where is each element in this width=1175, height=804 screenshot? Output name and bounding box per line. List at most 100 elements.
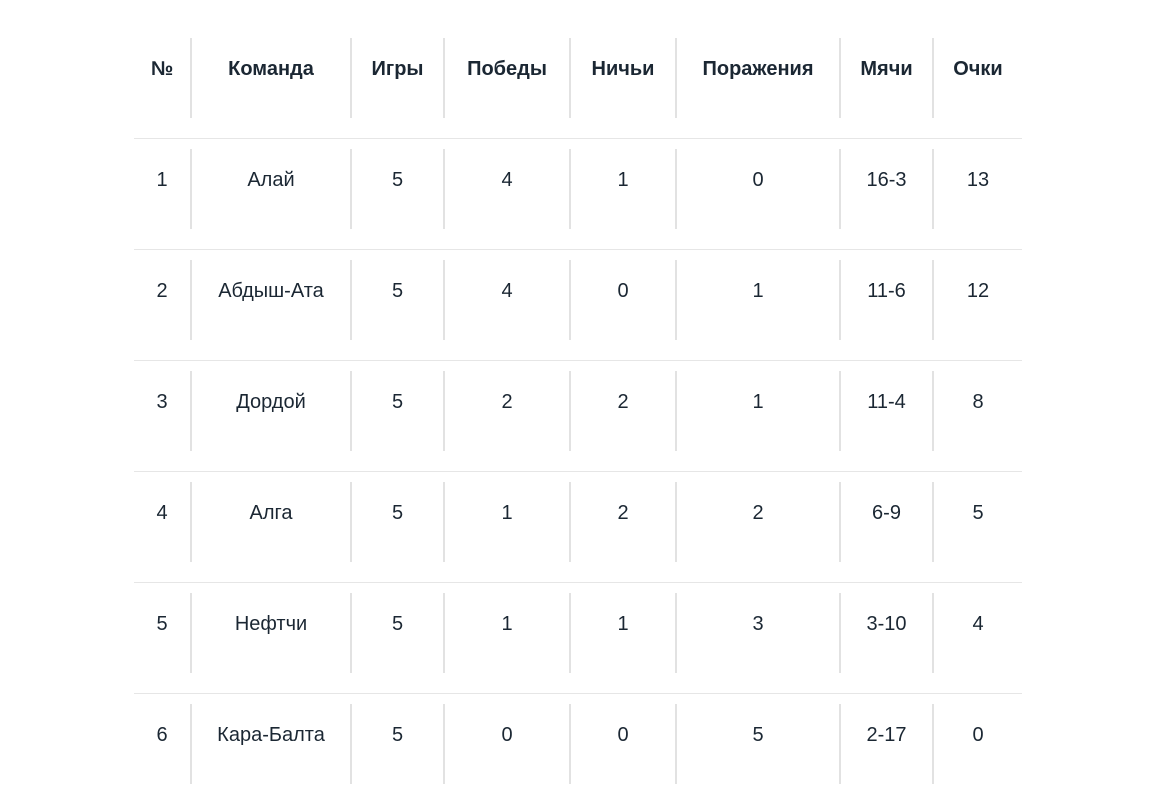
table-row: 3 Дордой 5 2 2 1 11-4 8 (134, 360, 1022, 471)
cell-value-games: 5 (350, 371, 443, 451)
cell-value-position: 3 (156, 391, 168, 413)
header-losses: Поражения (675, 28, 839, 138)
cell-value-team: Алга (190, 482, 350, 562)
header-team: Команда (190, 28, 350, 138)
cell-value-games: 5 (350, 482, 443, 562)
cell-team: Абдыш-Ата (190, 250, 350, 360)
header-label-team: Команда (190, 38, 350, 118)
cell-value-points: 0 (932, 704, 1022, 784)
cell-value-team: Алай (190, 149, 350, 229)
cell-value-wins: 0 (443, 704, 569, 784)
cell-position: 2 (134, 250, 190, 360)
cell-value-games: 5 (350, 593, 443, 673)
cell-points: 12 (932, 250, 1022, 360)
cell-value-losses: 1 (675, 260, 839, 340)
cell-points: 4 (932, 583, 1022, 693)
cell-losses: 1 (675, 361, 839, 471)
cell-value-position: 4 (156, 502, 168, 524)
header-label-position: № (150, 58, 174, 80)
header-position: № (134, 28, 190, 138)
cell-value-draws: 2 (569, 482, 675, 562)
cell-value-points: 8 (932, 371, 1022, 451)
cell-value-draws: 0 (569, 260, 675, 340)
cell-value-goals: 6-9 (839, 482, 932, 562)
cell-value-losses: 2 (675, 482, 839, 562)
cell-value-goals: 16-3 (839, 149, 932, 229)
cell-goals: 11-6 (839, 250, 932, 360)
cell-value-losses: 0 (675, 149, 839, 229)
cell-value-position: 1 (156, 169, 168, 191)
cell-value-wins: 4 (443, 260, 569, 340)
cell-position: 6 (134, 694, 190, 804)
cell-losses: 0 (675, 139, 839, 249)
cell-points: 13 (932, 139, 1022, 249)
cell-value-points: 12 (932, 260, 1022, 340)
cell-value-games: 5 (350, 149, 443, 229)
cell-value-goals: 11-4 (839, 371, 932, 451)
cell-draws: 2 (569, 472, 675, 582)
cell-value-goals: 2-17 (839, 704, 932, 784)
cell-team: Кара-Балта (190, 694, 350, 804)
cell-losses: 3 (675, 583, 839, 693)
cell-goals: 3-10 (839, 583, 932, 693)
cell-wins: 2 (443, 361, 569, 471)
cell-goals: 11-4 (839, 361, 932, 471)
cell-games: 5 (350, 139, 443, 249)
cell-value-goals: 11-6 (839, 260, 932, 340)
cell-goals: 16-3 (839, 139, 932, 249)
cell-wins: 0 (443, 694, 569, 804)
cell-value-wins: 4 (443, 149, 569, 229)
cell-value-position: 5 (156, 613, 168, 635)
cell-value-draws: 0 (569, 704, 675, 784)
cell-value-goals: 3-10 (839, 593, 932, 673)
cell-points: 8 (932, 361, 1022, 471)
cell-losses: 5 (675, 694, 839, 804)
cell-value-wins: 2 (443, 371, 569, 451)
cell-games: 5 (350, 694, 443, 804)
table-row: 1 Алай 5 4 1 0 16-3 13 (134, 138, 1022, 249)
table-row: 5 Нефтчи 5 1 1 3 3-10 4 (134, 582, 1022, 693)
cell-team: Нефтчи (190, 583, 350, 693)
cell-value-losses: 3 (675, 593, 839, 673)
cell-games: 5 (350, 250, 443, 360)
header-wins: Победы (443, 28, 569, 138)
cell-value-position: 2 (156, 280, 168, 302)
header-points: Очки (932, 28, 1022, 138)
table-row: 6 Кара-Балта 5 0 0 5 2-17 0 (134, 693, 1022, 804)
cell-team: Алга (190, 472, 350, 582)
cell-value-draws: 1 (569, 593, 675, 673)
cell-value-team: Дордой (190, 371, 350, 451)
cell-wins: 4 (443, 139, 569, 249)
table-header-row: № Команда Игры Победы Ничьи Поражения Мячи Очки (134, 28, 1022, 138)
cell-team: Дордой (190, 361, 350, 471)
cell-goals: 2-17 (839, 694, 932, 804)
header-label-losses: Поражения (675, 38, 839, 118)
cell-value-points: 13 (932, 149, 1022, 229)
standings-table: № Команда Игры Победы Ничьи Поражения Мячи Очки… (134, 28, 1022, 804)
cell-wins: 1 (443, 472, 569, 582)
cell-value-losses: 5 (675, 704, 839, 784)
cell-value-losses: 1 (675, 371, 839, 451)
cell-value-points: 4 (932, 593, 1022, 673)
header-label-goals: Мячи (839, 38, 932, 118)
cell-position: 4 (134, 472, 190, 582)
cell-value-team: Нефтчи (190, 593, 350, 673)
cell-games: 5 (350, 472, 443, 582)
header-label-games: Игры (350, 38, 443, 118)
cell-value-position: 6 (156, 724, 168, 746)
cell-value-team: Кара-Балта (190, 704, 350, 784)
cell-position: 5 (134, 583, 190, 693)
cell-goals: 6-9 (839, 472, 932, 582)
cell-draws: 1 (569, 139, 675, 249)
cell-draws: 1 (569, 583, 675, 693)
cell-points: 5 (932, 472, 1022, 582)
cell-draws: 0 (569, 694, 675, 804)
header-label-wins: Победы (443, 38, 569, 118)
cell-points: 0 (932, 694, 1022, 804)
cell-games: 5 (350, 361, 443, 471)
table-row: 2 Абдыш-Ата 5 4 0 1 11-6 12 (134, 249, 1022, 360)
cell-team: Алай (190, 139, 350, 249)
cell-value-draws: 2 (569, 371, 675, 451)
header-goals: Мячи (839, 28, 932, 138)
cell-wins: 1 (443, 583, 569, 693)
